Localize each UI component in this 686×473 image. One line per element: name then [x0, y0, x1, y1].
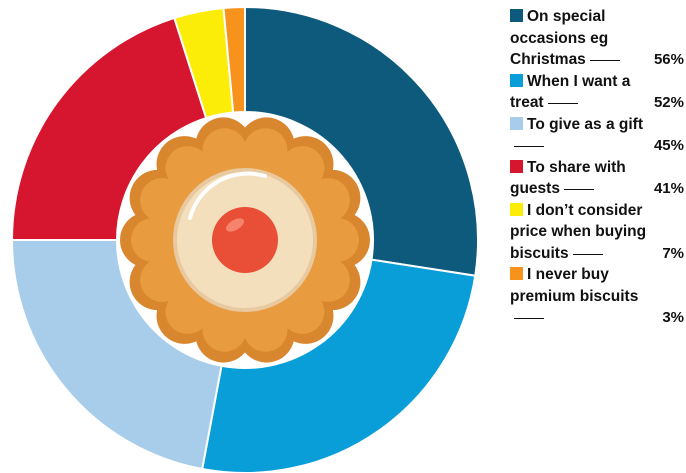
leader-line: [564, 189, 594, 190]
legend-label: To share with guests: [510, 159, 626, 198]
legend-swatch: [510, 203, 523, 216]
value-label: 3%: [662, 307, 684, 329]
leader-line: [573, 254, 603, 255]
legend-item: To give as a gift 45%: [510, 114, 684, 157]
value-label: 56%: [654, 49, 684, 71]
legend-label: I don’t consider price when buying biscu…: [510, 202, 646, 262]
legend-item: I don’t consider price when buying biscu…: [510, 200, 684, 265]
value-label: 41%: [654, 178, 684, 200]
leader-line: [590, 60, 620, 61]
value-label: 52%: [654, 92, 684, 114]
legend-item: I never buy premium biscuits 3%: [510, 264, 684, 329]
legend-swatch: [510, 9, 523, 22]
legend-swatch: [510, 160, 523, 173]
page: On special occasions eg Christmas56%When…: [0, 0, 686, 473]
biscuit-part: [212, 207, 278, 273]
legend-swatch: [510, 74, 523, 87]
leader-line: [548, 103, 578, 104]
legend-label: I never buy premium biscuits: [510, 266, 638, 305]
chart: [0, 0, 500, 473]
value-label: 45%: [654, 135, 684, 157]
legend-swatch: [510, 267, 523, 280]
legend-item: When I want a treat 52%: [510, 71, 684, 114]
leader-line: [514, 318, 544, 319]
legend-item: On special occasions eg Christmas 56%: [510, 6, 684, 71]
legend-label: To give as a gift: [527, 116, 643, 133]
legend-swatch: [510, 117, 523, 130]
legend-label: On special occasions eg Christmas: [510, 8, 608, 68]
value-label: 7%: [662, 243, 684, 265]
leader-line: [514, 146, 544, 147]
legend-item: To share with guests 41%: [510, 157, 684, 200]
legend-label: When I want a treat: [510, 73, 630, 112]
